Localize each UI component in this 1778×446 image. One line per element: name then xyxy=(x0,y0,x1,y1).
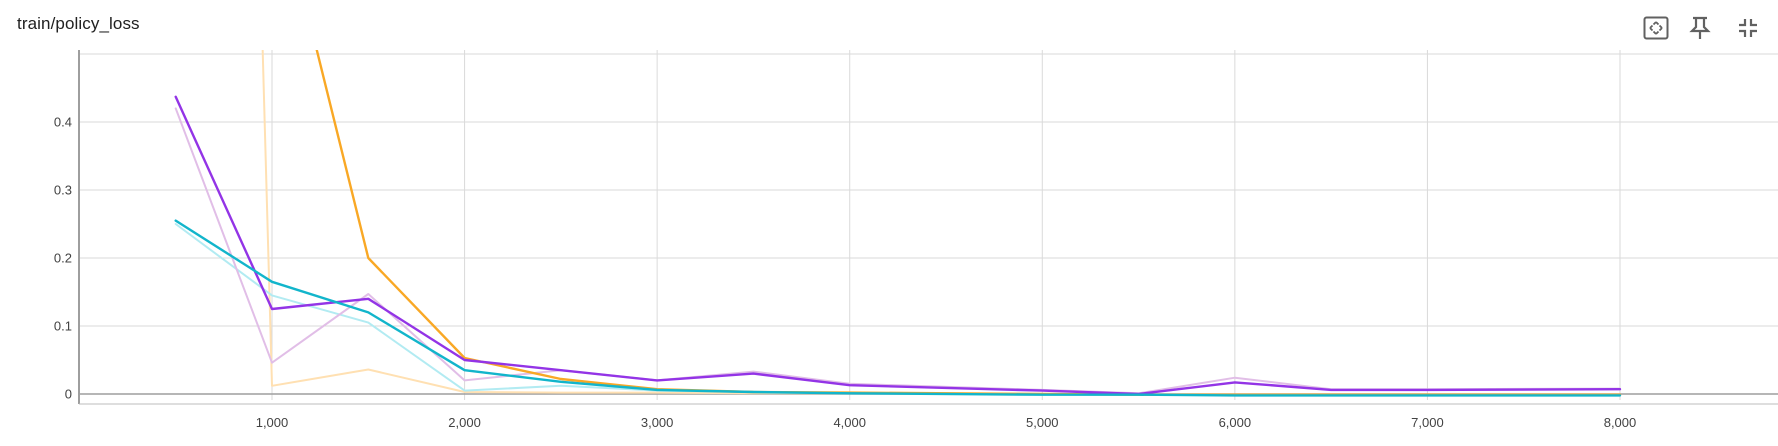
x-tick-label: 8,000 xyxy=(1604,415,1637,430)
x-tick-label: 3,000 xyxy=(641,415,674,430)
card-header: train/policy_loss xyxy=(0,0,1778,50)
raw-series-line-2[interactable] xyxy=(174,107,1621,395)
collapse-button[interactable] xyxy=(1730,8,1766,42)
y-tick-label: 0.2 xyxy=(54,251,72,266)
line-chart[interactable]: 0 0.1 0.2 0.3 0.4 1,000 2,000 3,000 4,000 5,000 6,… xyxy=(0,50,1778,446)
smoothed-series-line-3[interactable] xyxy=(314,50,1622,396)
series-lines xyxy=(174,50,1622,397)
collapse-icon xyxy=(1739,18,1757,37)
y-tick-label: 0.4 xyxy=(54,115,72,130)
axes xyxy=(78,50,1778,405)
chart-title: train/policy_loss xyxy=(17,14,140,33)
x-tick-label: 5,000 xyxy=(1026,415,1059,430)
x-tick-label: 4,000 xyxy=(833,415,866,430)
y-tick-label: 0.3 xyxy=(54,183,72,198)
x-tick-label: 6,000 xyxy=(1219,415,1252,430)
fit-domain-button[interactable] xyxy=(1638,8,1674,42)
grid-lines xyxy=(79,50,1778,400)
smoothed-series-line-4[interactable] xyxy=(174,95,1622,396)
x-tick-label: 1,000 xyxy=(256,415,289,430)
raw-series-line-0[interactable] xyxy=(261,50,1621,396)
tick-labels: 0 0.1 0.2 0.3 0.4 1,000 2,000 3,000 4,000 5,000 6,… xyxy=(54,115,1636,431)
raw-series-line-1[interactable] xyxy=(174,223,1621,396)
y-tick-label: 0.1 xyxy=(54,319,72,334)
fit-to-screen-icon xyxy=(1643,16,1669,39)
pin-icon xyxy=(1689,16,1711,39)
smoothed-series-line-5[interactable] xyxy=(174,219,1622,397)
y-tick-label: 0 xyxy=(65,387,72,402)
x-tick-label: 7,000 xyxy=(1411,415,1444,430)
x-tick-label: 2,000 xyxy=(448,415,481,430)
pin-button[interactable] xyxy=(1682,8,1718,42)
